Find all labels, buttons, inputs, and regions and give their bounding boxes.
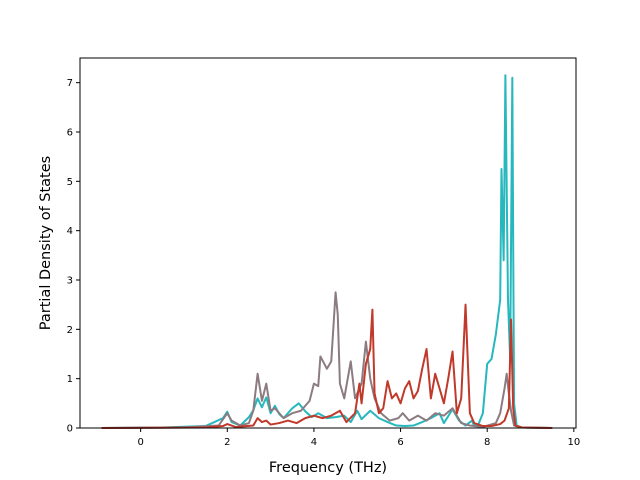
y-tick-label: 5 — [67, 177, 73, 188]
y-tick-label: 4 — [67, 226, 73, 237]
x-axis-title: Frequency (THz) — [269, 460, 387, 476]
y-tick-label: 7 — [67, 78, 73, 89]
series-layer — [101, 74, 553, 429]
x-tick-label: 0 — [137, 437, 143, 448]
y-tick-label: 2 — [67, 325, 73, 336]
y-tick-label: 6 — [67, 128, 73, 139]
series-line-1 — [101, 74, 553, 429]
x-tick-label: 8 — [484, 437, 490, 448]
series-line-3 — [101, 303, 553, 429]
plot-frame — [79, 57, 577, 429]
x-axis-ticks: 0 2 4 6 8 10 — [137, 428, 580, 448]
x-tick-label: 10 — [567, 437, 580, 448]
x-tick-label: 6 — [397, 437, 403, 448]
y-tick-label: 1 — [67, 374, 73, 385]
x-tick-label: 2 — [224, 437, 230, 448]
y-axis-title: Partial Density of States — [38, 156, 54, 330]
y-tick-label: 0 — [67, 424, 73, 435]
x-tick-label: 4 — [311, 437, 317, 448]
y-tick-label: 3 — [67, 276, 73, 287]
y-axis-ticks: 0 1 2 3 4 5 6 7 — [67, 78, 80, 435]
